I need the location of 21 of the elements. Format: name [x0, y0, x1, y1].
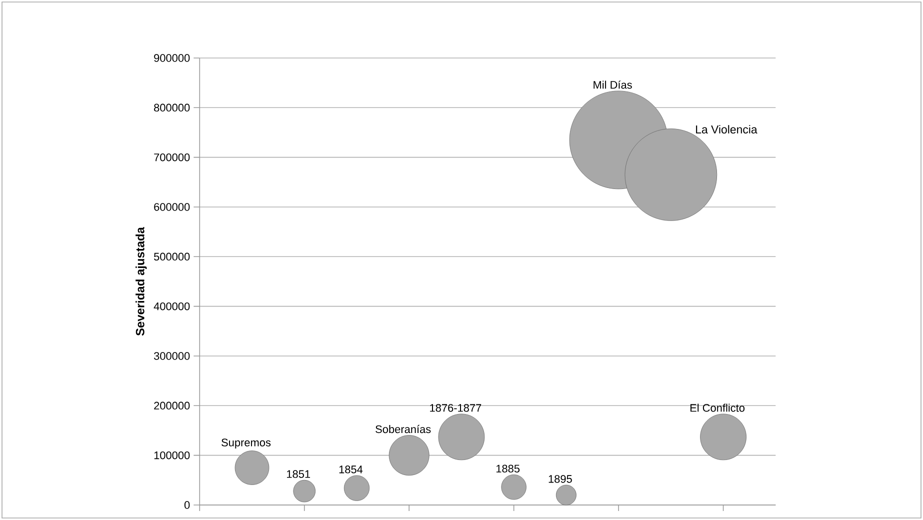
y-tick-label: 100000	[154, 451, 190, 460]
series-label: 1876-1877	[430, 404, 482, 412]
series-label: 1895	[548, 475, 572, 483]
series-label: Soberanías	[376, 424, 431, 434]
y-tick-label: 400000	[154, 302, 190, 310]
y-tick-label: 300000	[154, 352, 190, 360]
y-axis-title: Severidad ajustada	[136, 226, 147, 336]
series-label: La Violencia	[696, 125, 758, 134]
series-label: 1854	[339, 466, 363, 474]
series-label: Supremos	[222, 438, 271, 449]
y-tick-label: 600000	[154, 203, 190, 211]
y-tick-label: 700000	[154, 153, 190, 162]
y-tick-label: 200000	[154, 402, 190, 410]
legend-label: 1851	[287, 470, 310, 478]
y-tick-label: 800000	[154, 104, 190, 112]
series-label: 1885	[496, 464, 520, 473]
y-tick-label: 500000	[154, 252, 190, 261]
y-tick-label: 900000	[154, 54, 190, 62]
y-tick-label: 0	[184, 501, 190, 509]
series-label: El Conflicto	[690, 404, 745, 412]
series-label: Mil Días	[594, 80, 632, 89]
